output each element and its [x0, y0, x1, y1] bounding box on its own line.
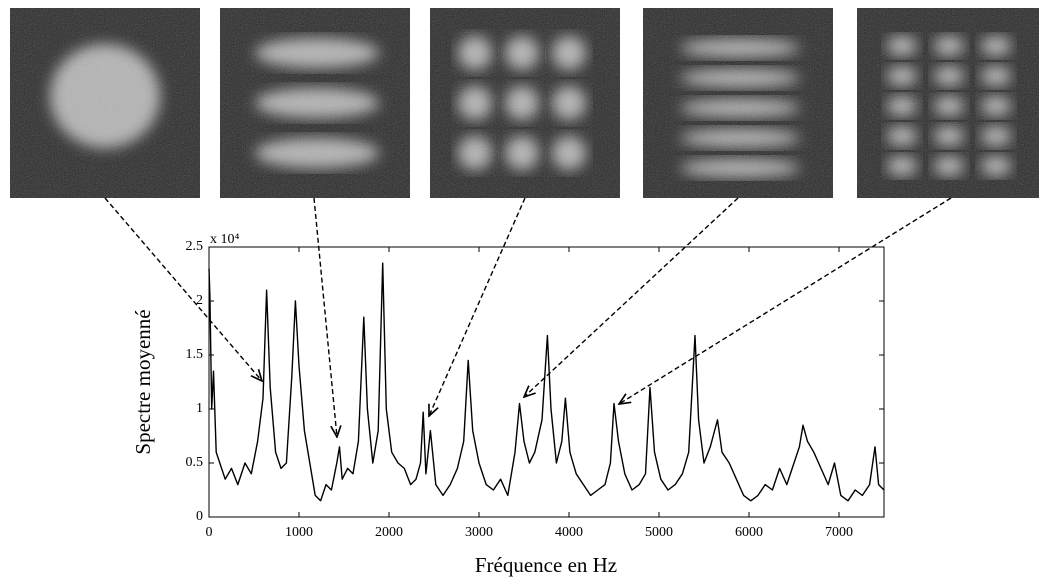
x-axis-label: Fréquence en Hz: [475, 553, 617, 577]
blobs: [220, 8, 410, 198]
x-tick-label: 2000: [375, 525, 403, 540]
mode-image: [857, 8, 1039, 198]
mode-image: [10, 8, 200, 198]
noise: [430, 8, 620, 198]
x-tick-label: 3000: [465, 525, 493, 540]
x-tick-label: 7000: [825, 525, 853, 540]
y-tick-label: 0: [196, 509, 203, 524]
x-tick-label: 1000: [285, 525, 313, 540]
x-tick-label: 5000: [645, 525, 673, 540]
blobs: [857, 8, 1039, 198]
mode-image: [220, 8, 410, 198]
noise: [10, 8, 200, 198]
plot-frame: [208, 246, 885, 518]
x-tick-label: 4000: [555, 525, 583, 540]
y-tick-label: 0.5: [186, 455, 204, 470]
arrow: [619, 197, 952, 404]
noise: [643, 8, 833, 198]
y-tick-label: 2: [196, 293, 203, 308]
spectrum-line: [208, 262, 885, 502]
y-tick-label: 2.5: [186, 239, 204, 254]
arrow: [104, 197, 262, 381]
y-tick-label: 1: [196, 401, 203, 416]
blobs: [10, 8, 200, 198]
arrows: [104, 197, 952, 437]
y-axis-label: Spectre moyenné: [131, 309, 155, 454]
x-tick-label: 6000: [735, 525, 763, 540]
arrow: [524, 197, 739, 397]
noise: [220, 8, 410, 198]
arrow: [429, 197, 526, 416]
mode-image: [430, 8, 620, 198]
arrow: [313, 197, 337, 437]
x-tick-label: 0: [206, 525, 213, 540]
mode-images: [10, 8, 1039, 198]
blobs: [643, 8, 833, 198]
noise: [857, 8, 1039, 198]
blobs: [430, 8, 620, 198]
mode-image: [643, 8, 833, 198]
y-tick-label: 1.5: [186, 347, 204, 362]
y-multiplier: x 10⁴: [210, 232, 240, 247]
